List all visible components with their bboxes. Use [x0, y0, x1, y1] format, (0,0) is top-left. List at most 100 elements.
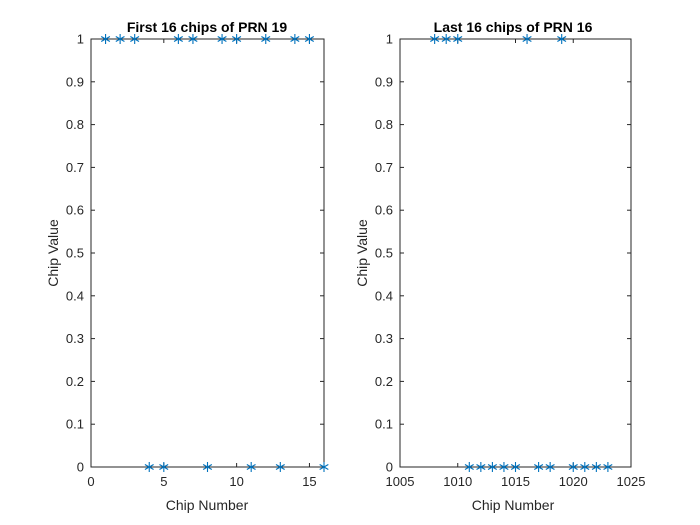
right-data-point: [487, 462, 498, 472]
left-data-point: [159, 462, 169, 472]
marker-stroke: [173, 36, 183, 42]
right-x-tick-label: 1020: [559, 474, 588, 489]
marker-stroke: [545, 464, 555, 470]
left-data-point: [261, 34, 271, 44]
left-x-tick-label: 15: [302, 474, 316, 489]
right-data-point: [441, 34, 451, 44]
left-x-tick-label: 10: [229, 474, 243, 489]
left-data-point: [130, 34, 140, 44]
right-plot: Last 16 chips of PRN 16 0 0.1 0.2 0.3 0.4 0.5…: [354, 19, 645, 513]
left-data-point: [304, 34, 315, 44]
left-y-tick-label: 0.6: [66, 203, 84, 218]
marker-stroke: [464, 464, 474, 470]
right-data-point: [568, 462, 578, 472]
marker-stroke: [430, 36, 440, 42]
left-y-axis-label: Chip Value: [45, 219, 61, 287]
right-x-tick-label: 1005: [386, 474, 415, 489]
left-y-tick-label: 0.5: [66, 246, 84, 261]
marker-stroke: [144, 464, 154, 470]
right-data-point: [499, 462, 509, 472]
right-x-tick-label: 1010: [443, 474, 472, 489]
right-data-point: [580, 462, 590, 472]
marker-stroke: [557, 36, 567, 42]
right-y-tick-label: 0: [386, 460, 393, 475]
left-plot: First 16 chips of PRN 19 0 0.1 0.2 0.3 0.4 0.…: [45, 19, 329, 513]
left-y-tick-label: 0.9: [66, 74, 84, 89]
right-data-point: [522, 34, 532, 44]
right-y-axis-label: Chip Value: [354, 219, 370, 287]
left-data-point: [100, 34, 111, 44]
right-data-point: [557, 34, 567, 44]
marker-stroke: [202, 464, 213, 470]
right-data-point: [476, 462, 486, 472]
left-data-point: [290, 34, 300, 44]
left-y-tick-label: 0.8: [66, 117, 84, 132]
left-data-point: [144, 462, 154, 472]
right-data-point: [430, 34, 440, 44]
right-data-point: [603, 462, 613, 472]
right-data-point: [533, 462, 544, 472]
marker-stroke: [522, 36, 532, 42]
left-data-point: [173, 34, 183, 44]
right-data-point: [464, 462, 474, 472]
marker-stroke: [261, 36, 271, 42]
right-x-axis-label: Chip Number: [472, 497, 555, 513]
marker-stroke: [591, 464, 601, 470]
right-y-tick-label: 0.6: [375, 203, 393, 218]
right-y-tick-label: 0.8: [375, 117, 393, 132]
marker-stroke: [603, 464, 613, 470]
marker-stroke: [487, 464, 498, 470]
left-data-point: [319, 462, 329, 472]
marker-stroke: [232, 36, 242, 42]
marker-stroke: [476, 464, 486, 470]
marker-stroke: [304, 36, 315, 42]
marker-stroke: [533, 464, 544, 470]
marker-stroke: [290, 36, 300, 42]
left-axes-box: [90, 38, 325, 468]
right-data-point: [453, 34, 463, 44]
marker-stroke: [275, 464, 285, 470]
left-y-tick-label: 0.4: [66, 288, 84, 303]
right-y-tick-label: 0.4: [375, 288, 393, 303]
right-y-tick-label: 0.2: [375, 374, 393, 389]
right-axes: 0 0.1 0.2 0.3 0.4 0.5 0.6 0.7 0.8 0.9 1 1005 1010 101…: [375, 32, 646, 490]
right-y-tick-label: 0.5: [375, 246, 393, 261]
left-y-tick-label: 0.3: [66, 331, 84, 346]
right-plot-title: Last 16 chips of PRN 16: [434, 19, 593, 35]
left-y-tick-label: 0: [77, 460, 84, 475]
left-data-point: [232, 34, 242, 44]
marker-stroke: [568, 464, 578, 470]
marker-stroke: [441, 36, 451, 42]
left-data-point: [202, 462, 213, 472]
marker-stroke: [217, 36, 227, 42]
marker-stroke: [510, 464, 521, 470]
left-y-tick-label: 0.7: [66, 160, 84, 175]
right-y-tick-label: 0.7: [375, 160, 393, 175]
right-x-tick-label: 1025: [617, 474, 646, 489]
left-data-point: [275, 462, 285, 472]
right-y-tick-label: 1: [386, 32, 393, 47]
left-x-axis-label: Chip Number: [166, 497, 249, 513]
right-x-tick-label: 1015: [501, 474, 530, 489]
left-plot-title: First 16 chips of PRN 19: [127, 19, 287, 35]
right-y-tick-label: 0.1: [375, 417, 393, 432]
left-x-tick-label: 5: [160, 474, 167, 489]
marker-stroke: [115, 36, 125, 42]
marker-stroke: [130, 36, 140, 42]
left-y-tick-label: 1: [77, 32, 84, 47]
marker-stroke: [159, 464, 169, 470]
right-y-tick-label: 0.9: [375, 74, 393, 89]
right-axes-box: [399, 38, 632, 468]
marker-stroke: [580, 464, 590, 470]
marker-stroke: [188, 36, 198, 42]
left-data-point: [115, 34, 125, 44]
marker-stroke: [499, 464, 509, 470]
left-x-tick-label: 0: [87, 474, 94, 489]
marker-stroke: [246, 464, 256, 470]
right-data-point: [591, 462, 601, 472]
left-data-point: [217, 34, 227, 44]
left-data-point: [188, 34, 198, 44]
left-axes: 00.10.20.30.40.50.60.70.80.910 5 10 15: [66, 32, 329, 489]
left-data-point: [246, 462, 256, 472]
